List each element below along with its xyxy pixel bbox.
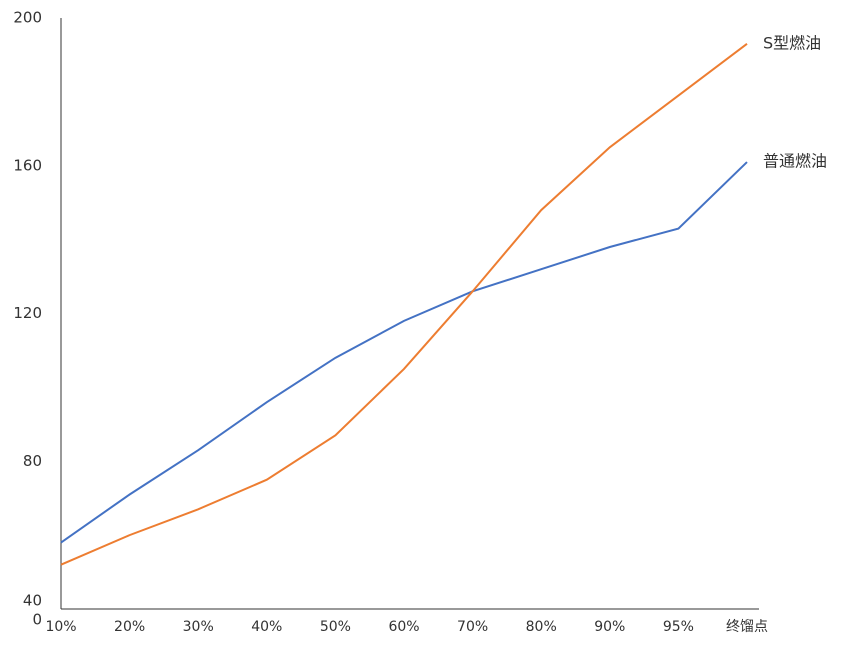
- x-tick-label: 90%: [594, 619, 625, 635]
- x-tick-label: 30%: [183, 619, 214, 635]
- x-tick-label: 60%: [388, 619, 419, 635]
- x-tick-label: 10%: [45, 619, 76, 635]
- x-tick-label: 70%: [457, 619, 488, 635]
- series-label: S型燃油: [763, 33, 821, 52]
- origin-label: 0: [32, 611, 42, 629]
- x-tick-label: 80%: [526, 619, 557, 635]
- x-tick-label: 20%: [114, 619, 145, 635]
- x-tick-label: 终馏点: [726, 619, 768, 635]
- x-tick-label: 95%: [663, 619, 694, 635]
- y-tick-label: 80: [23, 452, 42, 470]
- y-tick-label: 40: [23, 592, 42, 610]
- y-tick-label: 160: [13, 156, 42, 174]
- series-line: [60, 161, 748, 544]
- x-tick-label: 50%: [320, 619, 351, 635]
- x-tick-label: 40%: [251, 619, 282, 635]
- series-line: [60, 43, 748, 566]
- series-label: 普通燃油: [763, 152, 827, 171]
- y-tick-label: 120: [13, 304, 42, 322]
- y-tick-label: 200: [13, 9, 42, 27]
